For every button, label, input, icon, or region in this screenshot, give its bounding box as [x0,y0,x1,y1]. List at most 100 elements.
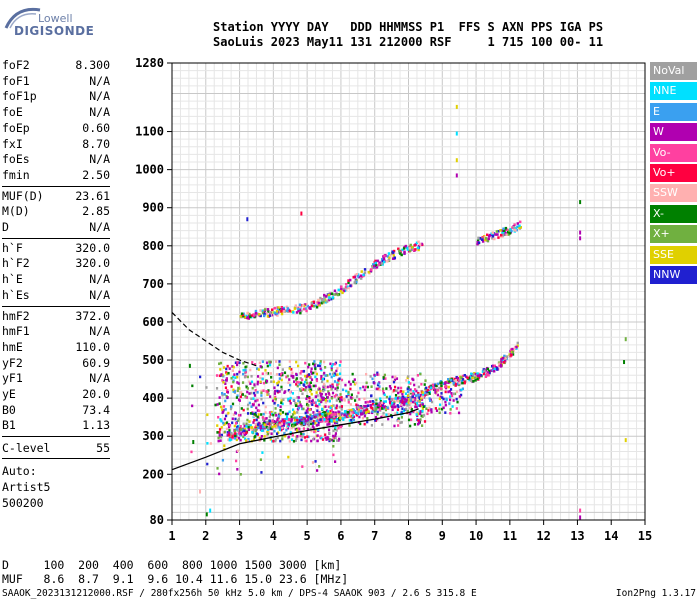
echo-point [246,418,249,422]
echo-trace-o [311,414,314,418]
echo-point [246,387,249,390]
echo-trace-high [514,227,518,230]
echo-point [237,413,241,417]
echo-point [418,404,422,408]
echo-trace-o [254,423,257,426]
echo-point [268,363,272,367]
echo-trace-o [509,349,512,353]
echo-trace-o [398,399,402,403]
echo-point [347,391,350,394]
echo-trace-second-hop [389,253,392,257]
echo-trace-o [363,409,366,412]
param-value: 1.13 [82,418,110,433]
echo-point [220,373,223,376]
echo-trace-o [492,364,495,368]
echo-point [330,364,334,368]
legend-item-sse: SSE [650,245,697,264]
echo-trace-second-hop [345,283,348,286]
echo-trace-o [378,408,381,411]
param-separator [2,436,110,438]
muf-value-row: MUF 8.6 8.7 9.1 9.6 10.4 11.6 15.0 23.6 … [2,572,349,586]
echo-trace-o [337,410,340,414]
echo-trace-o [486,371,490,374]
echo-point [308,408,311,412]
x-tick-label: 10 [469,529,483,543]
echo-trace-o [435,384,438,388]
echo-point [256,391,259,394]
echo-trace-o [291,424,295,428]
echo-point [274,439,277,443]
echo-trace-high [491,234,495,238]
echo-point [460,388,463,392]
echo-point [307,435,310,439]
echo-point [337,439,340,442]
echo-trace-high [515,228,518,232]
echo-point [334,432,338,435]
echo-point [319,389,322,393]
echo-point [376,371,379,375]
echo-point [428,406,431,410]
y-tick-label: 80 [150,513,164,527]
echo-trace-second-hop [318,303,321,307]
echo-point [426,412,429,416]
echo-point [265,390,268,393]
echo-point [227,371,230,375]
echo-trace-second-hop [374,261,377,265]
echo-point [330,368,333,372]
echo-trace-o [379,404,382,407]
isolated-echo [455,173,458,178]
echo-point [250,380,254,384]
echo-trace-second-hop [297,309,300,313]
echo-point [303,380,307,384]
echo-point [408,406,412,410]
echo-trace-o [479,374,483,377]
echo-point [330,384,333,388]
echo-trace-o [487,373,490,377]
echo-trace-o [309,422,313,426]
echo-trace-high [516,225,519,229]
echo-point [306,405,309,409]
echo-point [318,402,321,406]
echo-trace-second-hop [282,309,285,313]
echo-point [336,386,339,390]
clevel-label: C-level [2,441,51,456]
echo-point [387,417,390,421]
echo-trace-o [473,376,477,379]
echo-trace-second-hop [354,273,357,277]
echo-point [223,444,226,448]
echo-trace-second-hop [266,315,270,318]
echo-trace-high [486,239,489,243]
x-tick-label: 6 [337,529,344,543]
echo-trace-second-hop [345,288,348,292]
echo-point [288,390,292,394]
echo-point [348,419,351,422]
echo-point [237,398,241,402]
echo-trace-o [303,417,307,421]
echo-trace-o [432,386,435,390]
echo-trace-second-hop [325,300,329,303]
echo-trace-o [431,383,435,387]
echo-trace-o [281,418,284,421]
echo-point [206,442,209,445]
echo-trace-high [508,229,511,232]
echo-point [319,435,322,439]
echo-trace-o [411,395,414,399]
echo-trace-second-hop [252,313,255,317]
echo-trace-second-hop [312,300,316,304]
echo-trace-high [476,242,479,246]
echo-point [272,380,275,384]
echo-point [280,372,283,376]
echo-point [316,394,319,397]
echo-trace-o [300,415,303,419]
echo-point [316,409,319,412]
echo-point [324,366,327,369]
echo-point [226,431,229,434]
echo-point [312,362,315,366]
isolated-echo [579,236,582,241]
echo-point [252,421,255,424]
echo-point [241,393,244,396]
x-tick-label: 11 [503,529,517,543]
echo-point [296,396,299,399]
echo-trace-o [409,396,412,400]
echo-trace-high [495,230,499,233]
